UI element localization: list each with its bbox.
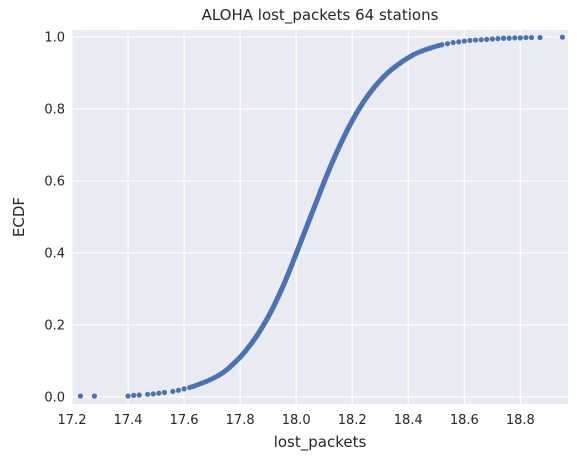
x-tick-label: 17.8	[226, 413, 255, 428]
data-point	[500, 35, 507, 41]
data-point	[528, 34, 535, 41]
data-point	[559, 34, 565, 40]
grid	[71, 30, 568, 404]
y-tick-label: 1.0	[44, 31, 65, 46]
data-points	[77, 34, 565, 399]
y-axis-label: ECDF	[10, 197, 28, 237]
data-point	[484, 36, 490, 42]
y-tick-label: 0.8	[44, 103, 65, 118]
x-tick-label: 18.6	[450, 413, 479, 428]
x-tick-label: 17.4	[114, 413, 143, 428]
data-point	[125, 393, 131, 399]
data-point	[478, 37, 484, 43]
x-tick-label: 17.6	[170, 413, 199, 428]
data-point	[156, 390, 162, 396]
data-point	[456, 39, 462, 45]
y-tick-label: 0.0	[44, 390, 65, 405]
x-tick-label: 18.2	[338, 413, 367, 428]
x-tick-label: 17.2	[58, 413, 87, 428]
data-point	[170, 388, 176, 395]
data-point	[523, 34, 529, 41]
data-point	[181, 386, 187, 392]
data-point	[150, 391, 156, 397]
data-point	[161, 389, 168, 396]
data-point	[91, 393, 98, 399]
y-axis-ticks: 0.0 0.2 0.4 0.6 0.8 1.0	[44, 31, 65, 406]
plot-area	[72, 30, 568, 404]
data-point	[512, 35, 518, 41]
x-axis-label: lost_packets	[274, 433, 367, 452]
y-tick-label: 0.6	[44, 175, 65, 190]
data-point	[495, 36, 501, 42]
x-axis-ticks: 17.2 17.4 17.6 17.8 18.0 18.2 18.4 18.6 18.8	[58, 413, 535, 428]
data-point	[467, 37, 473, 44]
data-point	[136, 392, 142, 398]
data-point	[517, 35, 523, 41]
data-point	[461, 38, 467, 44]
data-point	[131, 392, 137, 398]
data-point	[77, 393, 84, 399]
data-point	[489, 36, 495, 42]
y-tick-label: 0.4	[44, 246, 65, 261]
data-point	[506, 35, 512, 41]
data-point	[444, 41, 451, 47]
x-tick-label: 18.0	[282, 413, 311, 428]
data-point	[450, 39, 456, 46]
y-tick-label: 0.2	[44, 318, 65, 333]
data-point	[439, 42, 445, 48]
data-point	[537, 34, 543, 41]
x-tick-label: 18.4	[394, 413, 423, 428]
data-point	[175, 387, 182, 393]
x-tick-label: 18.8	[506, 413, 535, 428]
data-point	[145, 391, 151, 397]
chart-title: ALOHA lost_packets 64 stations	[202, 6, 439, 25]
data-point	[472, 37, 479, 43]
